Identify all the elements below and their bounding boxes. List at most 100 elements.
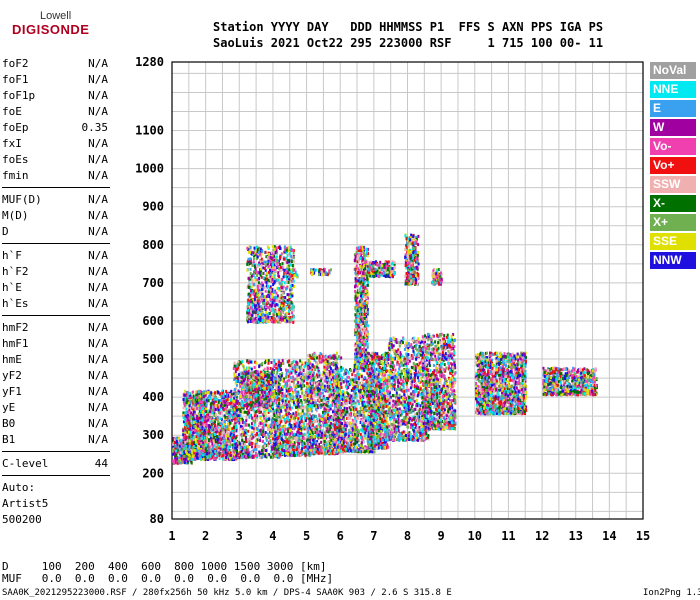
echo-point <box>260 371 263 375</box>
echo-point <box>234 448 236 452</box>
echo-point <box>251 281 254 285</box>
echo-point <box>277 298 279 302</box>
echo-point <box>247 306 250 310</box>
echo-point <box>228 419 231 423</box>
echo-point <box>267 306 270 310</box>
echo-point <box>261 283 264 287</box>
echo-point <box>188 408 191 412</box>
echo-point <box>266 373 269 377</box>
echo-point <box>309 426 312 430</box>
param-value: N/A <box>88 369 108 382</box>
echo-point <box>203 409 206 413</box>
echo-point <box>274 383 277 387</box>
echo-point <box>272 319 275 323</box>
echo-point <box>234 370 237 374</box>
echo-point <box>275 298 278 302</box>
echo-point <box>272 310 275 314</box>
param-name: h`F2 <box>2 265 29 278</box>
echo-point <box>256 245 258 249</box>
echo-point <box>255 269 258 273</box>
echo-point <box>192 431 195 435</box>
echo-point <box>296 368 299 372</box>
echo-point <box>261 262 264 266</box>
echo-point <box>258 396 261 399</box>
echo-point <box>251 445 253 449</box>
echo-point <box>260 257 263 261</box>
echo-point <box>267 290 270 294</box>
echo-point <box>209 456 212 460</box>
echo-point <box>214 391 216 395</box>
echo-point <box>253 246 256 250</box>
echo-point <box>288 246 291 249</box>
echo-point <box>252 298 255 302</box>
echo-point <box>234 406 237 409</box>
echo-point <box>289 316 292 319</box>
echo-point <box>249 250 252 254</box>
echo-point <box>260 456 263 460</box>
echo-point <box>270 435 273 439</box>
echo-point <box>302 437 305 440</box>
echo-point <box>254 439 257 443</box>
param-value: N/A <box>88 249 108 262</box>
echo-point <box>232 367 235 371</box>
echo-point <box>243 410 246 414</box>
echo-point <box>268 390 270 394</box>
echo-point <box>217 391 220 395</box>
echo-point <box>300 427 303 431</box>
echo-point <box>222 428 225 432</box>
echo-point <box>188 439 191 443</box>
echo-point <box>293 399 295 403</box>
echo-point <box>246 359 249 363</box>
echo-point <box>295 390 298 394</box>
echo-point <box>183 400 186 404</box>
echo-point <box>231 433 234 437</box>
echo-point <box>279 377 282 381</box>
echo-point <box>209 451 212 455</box>
echo-point <box>220 447 223 451</box>
echo-point <box>275 387 278 390</box>
echo-point <box>246 391 249 394</box>
echo-point <box>260 252 263 256</box>
echo-point <box>226 440 229 443</box>
echo-point <box>202 391 205 395</box>
echo-point <box>247 257 250 261</box>
echo-point <box>256 398 259 402</box>
echo-point <box>270 279 273 283</box>
echo-point <box>292 259 295 263</box>
echo-point <box>303 394 306 398</box>
echo-point <box>273 278 275 282</box>
echo-point <box>254 301 257 305</box>
echo-point <box>272 423 274 427</box>
echo-point <box>208 413 211 417</box>
echo-point <box>253 289 256 293</box>
echo-point <box>293 419 296 422</box>
echo-point <box>283 439 286 443</box>
echo-point <box>267 428 269 431</box>
echo-point <box>203 417 206 421</box>
echo-point <box>294 447 297 451</box>
echo-point <box>193 400 196 404</box>
echo-point <box>187 394 190 398</box>
echo-point <box>286 319 289 323</box>
echo-point <box>280 252 283 256</box>
echo-point <box>277 405 280 409</box>
echo-point <box>233 439 236 443</box>
echo-point <box>188 423 191 427</box>
echo-point <box>277 368 280 372</box>
echo-point <box>172 442 175 446</box>
echo-point <box>271 367 274 371</box>
param-name: foF2 <box>2 57 29 70</box>
echo-point <box>286 397 289 401</box>
echo-point <box>260 382 263 386</box>
echo-point <box>188 404 191 408</box>
echo-point <box>207 454 210 458</box>
echo-point <box>284 248 287 252</box>
echo-point <box>239 450 242 454</box>
echo-point <box>200 394 203 398</box>
echo-point <box>259 313 262 316</box>
echo-point <box>266 359 268 363</box>
echo-point <box>229 440 232 444</box>
echo-point <box>229 421 232 425</box>
echo-point <box>207 390 209 394</box>
echo-point <box>280 288 283 291</box>
